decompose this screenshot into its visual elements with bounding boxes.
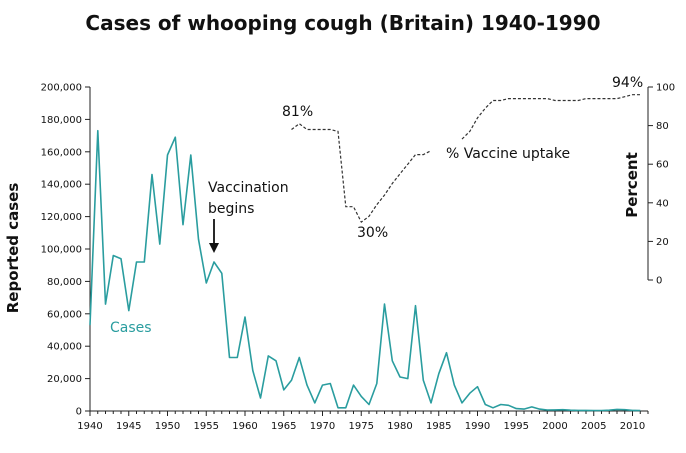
vaccination-annotation-line1: Vaccination [208, 180, 289, 196]
left-tick-label: 60,000 [47, 309, 82, 320]
left-tick-label: 0 [76, 407, 82, 418]
right-tick-label: 20 [656, 237, 669, 248]
x-tick-label: 1995 [504, 421, 529, 432]
left-tick-label: 140,000 [41, 180, 82, 191]
uptake-end-label: 94% [612, 75, 643, 91]
x-tick-label: 1940 [77, 421, 102, 432]
right-y-axis: 0 20 40 60 80 100 [647, 83, 675, 287]
right-tick-label: 40 [656, 198, 669, 209]
chart-title: Cases of whooping cough (Britain) 1940-1… [85, 11, 600, 35]
right-tick-label: 100 [656, 83, 675, 94]
x-tick-label: 2000 [542, 421, 567, 432]
vaccine-uptake-line [461, 94, 641, 140]
x-tick-label: 2005 [581, 421, 606, 432]
cases-line [89, 129, 641, 412]
x-tick-label: 1990 [465, 421, 490, 432]
x-tick-label: 1970 [310, 421, 335, 432]
uptake-start-label: 81% [282, 104, 313, 120]
right-tick-label: 60 [656, 160, 669, 171]
x-tick-label: 1955 [194, 421, 219, 432]
left-tick-label: 180,000 [41, 115, 82, 126]
x-tick-label: 1980 [387, 421, 412, 432]
right-tick-label: 0 [656, 276, 662, 287]
x-tick-label: 1950 [155, 421, 180, 432]
left-tick-label: 100,000 [41, 245, 82, 256]
left-tick-label: 40,000 [47, 342, 82, 353]
right-tick-label: 80 [656, 121, 669, 132]
left-y-axis: 0 20,000 40,000 60,000 80,000 100,000 120,000 1… [41, 83, 91, 418]
series-layer [89, 94, 641, 412]
uptake-series-label: % Vaccine uptake [446, 146, 570, 162]
uptake-min-label: 30% [357, 225, 388, 241]
left-tick-label: 80,000 [47, 277, 82, 288]
x-tick-label: 2010 [620, 421, 645, 432]
left-tick-label: 20,000 [47, 374, 82, 385]
vaccination-arrow-icon [209, 219, 219, 253]
left-tick-label: 120,000 [41, 212, 82, 223]
x-tick-label: 1945 [116, 421, 141, 432]
arrow-head [209, 243, 219, 253]
x-tick-label: 1965 [271, 421, 296, 432]
cases-series-label: Cases [110, 320, 152, 336]
left-tick-label: 160,000 [41, 147, 82, 158]
vaccination-annotation-line2: begins [208, 201, 254, 217]
x-tick-label: 1975 [349, 421, 374, 432]
x-tick-label: 1985 [426, 421, 451, 432]
right-axis-label: Percent [623, 152, 641, 217]
x-tick-label: 1960 [232, 421, 257, 432]
left-tick-label: 200,000 [41, 83, 82, 94]
vaccine-uptake-line [291, 122, 432, 224]
left-axis-label: Reported cases [4, 183, 22, 314]
x-axis: 1940 1945 1950 1955 1960 1965 1970 1975 1980 1985… [77, 410, 649, 432]
